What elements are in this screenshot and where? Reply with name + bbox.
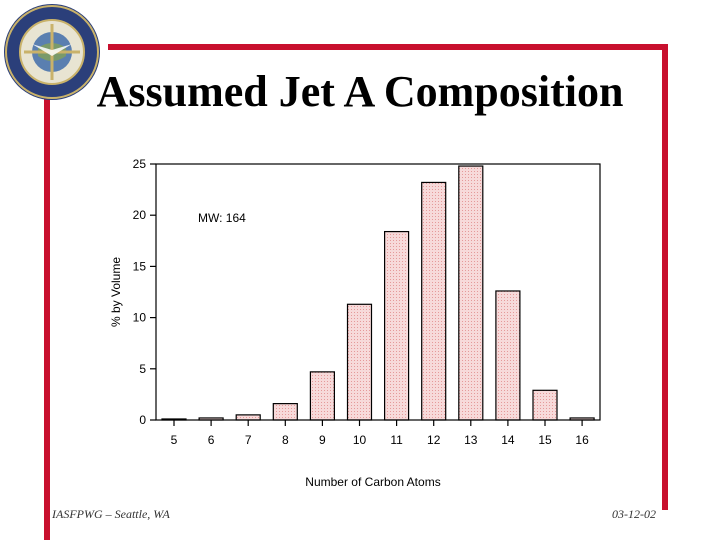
footer-date: 03-12-02 <box>612 507 656 521</box>
y-tick-label-25: 25 <box>133 157 147 171</box>
x-tick-label-5: 5 <box>171 433 178 447</box>
y-tick-label-20: 20 <box>133 208 147 222</box>
x-tick-label-14: 14 <box>501 433 515 447</box>
x-tick-label-6: 6 <box>208 433 215 447</box>
x-axis-title: Number of Carbon Atoms <box>305 475 440 489</box>
bar-14 <box>495 290 521 421</box>
footer-location: IASFPWG – Seattle, WA <box>52 507 170 521</box>
y-axis-title: % by Volume <box>109 257 123 327</box>
bar-7 <box>235 414 261 421</box>
y-tick-label-10: 10 <box>133 311 147 325</box>
plot-frame <box>155 163 601 421</box>
x-tick-label-12: 12 <box>427 433 441 447</box>
bar-15 <box>532 389 558 421</box>
y-tick-label-0: 0 <box>139 413 146 427</box>
y-tick-label-5: 5 <box>139 362 146 376</box>
frame-left-line <box>44 88 50 540</box>
bar-12 <box>421 181 447 421</box>
bar-10 <box>346 303 373 421</box>
bar-13 <box>458 165 484 421</box>
x-tick-label-11: 11 <box>390 433 403 447</box>
x-tick-label-16: 16 <box>575 433 589 447</box>
x-tick-label-10: 10 <box>353 433 367 447</box>
bar-11 <box>384 230 410 421</box>
x-tick-label-13: 13 <box>464 433 478 447</box>
x-tick-label-7: 7 <box>245 433 252 447</box>
bar-8 <box>272 403 298 421</box>
faa-seal-logo <box>4 4 100 100</box>
x-tick-label-15: 15 <box>538 433 552 447</box>
frame-right-line <box>662 44 668 510</box>
y-tick-label-15: 15 <box>133 259 147 273</box>
slide-title: Assumed Jet A Composition <box>96 67 624 116</box>
frame-top-line <box>108 44 668 50</box>
mw-annotation: MW: 164 <box>198 211 246 225</box>
x-tick-label-8: 8 <box>282 433 289 447</box>
x-tick-label-9: 9 <box>319 433 326 447</box>
bar-9 <box>309 371 335 421</box>
